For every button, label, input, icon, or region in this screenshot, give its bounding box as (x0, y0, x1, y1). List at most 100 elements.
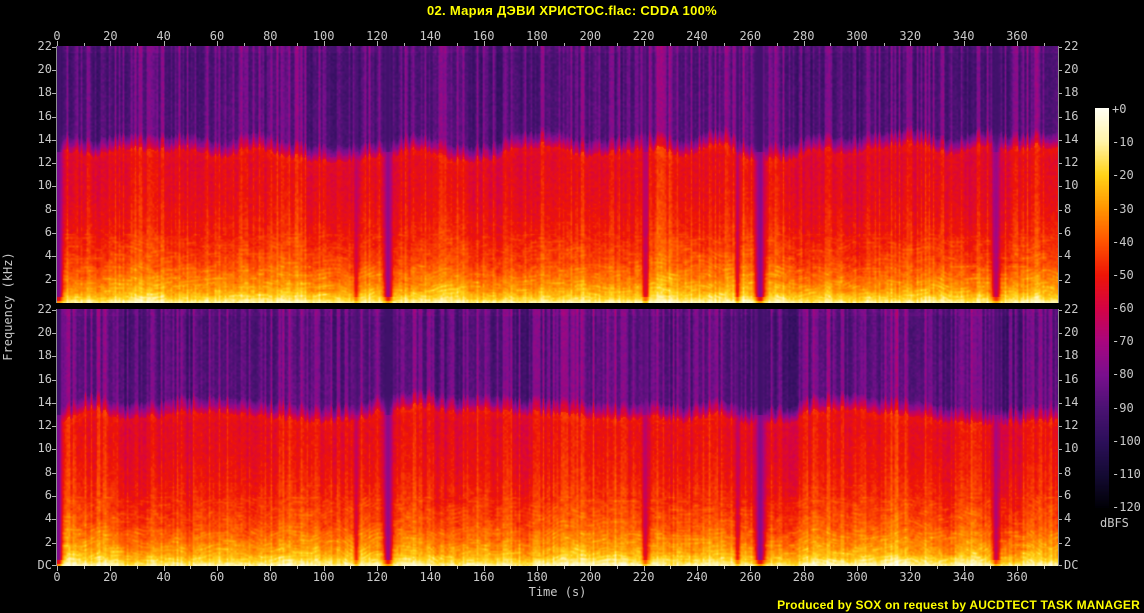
freq-tick-mark (52, 186, 56, 188)
time-tick-mark (696, 41, 698, 46)
freq-tick-mark (52, 309, 56, 311)
time-minor-tick-mark (136, 566, 138, 569)
freq-tick-mark (52, 379, 56, 381)
freq-tick-label: 8 (1064, 201, 1072, 216)
time-tick-label: 300 (846, 570, 868, 584)
freq-tick-mark (52, 426, 56, 428)
colorbar-tick-label: -120 (1112, 500, 1141, 514)
time-tick-label: 200 (579, 29, 602, 43)
freq-tick-label: 16 (1064, 371, 1079, 386)
time-minor-tick-mark (403, 43, 405, 46)
freq-tick-mark (1058, 379, 1062, 381)
time-minor-tick-mark (670, 43, 672, 46)
time-tick-mark (750, 566, 752, 571)
time-minor-tick-mark (1043, 566, 1045, 569)
time-tick-mark (696, 566, 698, 571)
freq-tick-label: 4 (1064, 511, 1072, 526)
freq-tick-label: 2 (44, 271, 52, 286)
time-tick-label: 20 (103, 570, 118, 584)
freq-tick-label: 6 (1064, 225, 1072, 240)
freq-tick-mark (1058, 233, 1062, 235)
freq-tick-mark (1058, 279, 1062, 281)
time-tick-mark (376, 566, 378, 571)
freq-tick-mark (52, 163, 56, 165)
time-minor-tick-mark (723, 566, 725, 569)
freq-tick-label: 2 (1064, 534, 1072, 549)
time-tick-label: 80 (263, 570, 278, 584)
time-tick-mark (110, 566, 112, 571)
freq-tick-label: 10 (37, 441, 52, 456)
time-minor-tick-mark (830, 566, 832, 569)
freq-tick-label: 6 (44, 488, 52, 503)
time-tick-mark (163, 41, 165, 46)
freq-tick-mark (52, 116, 56, 118)
freq-dc-label: DC (1064, 558, 1079, 572)
freq-tick-mark (52, 542, 56, 544)
time-tick-label: 360 (1006, 570, 1028, 584)
freq-tick-mark (1058, 565, 1062, 566)
freq-tick-label: 20 (37, 324, 52, 339)
freq-tick-label: 12 (1064, 418, 1079, 433)
time-minor-tick-mark (723, 43, 725, 46)
time-minor-tick-mark (510, 43, 512, 46)
freq-tick-mark (52, 449, 56, 451)
freq-tick-mark (1058, 116, 1062, 118)
time-tick-label: 60 (209, 570, 225, 584)
time-tick-mark (963, 41, 965, 46)
time-tick-mark (216, 41, 218, 46)
time-tick-mark (376, 41, 378, 46)
freq-tick-label: 8 (44, 201, 52, 216)
freq-tick-mark (1058, 449, 1062, 451)
colorbar-tick-label: -100 (1112, 433, 1141, 448)
page-title: 02. Мария ДЭВИ ХРИСТОС.flac: CDDA 100% (426, 3, 718, 18)
time-minor-tick-mark (296, 43, 298, 46)
freq-tick-mark (52, 209, 56, 211)
freq-tick-label: 8 (44, 464, 52, 479)
time-minor-tick-mark (456, 566, 458, 569)
time-tick-mark (536, 566, 538, 571)
time-minor-tick-mark (990, 566, 992, 569)
freq-tick-mark (1058, 519, 1062, 521)
spectrogram-channel-2 (57, 309, 1058, 566)
freq-tick-label: 22 (37, 301, 52, 316)
colorbar-tick-label: -80 (1112, 367, 1134, 382)
freq-tick-label: 18 (37, 348, 52, 363)
time-tick-mark (270, 41, 272, 46)
freq-tick-mark (1058, 209, 1062, 211)
time-tick-label: 100 (312, 29, 335, 43)
freq-tick-mark (1058, 93, 1062, 95)
freq-tick-mark (1058, 256, 1062, 258)
colorbar-tick-label: -50 (1112, 267, 1134, 282)
panel-edge-line (1058, 309, 1059, 566)
freq-tick-mark (1058, 426, 1062, 428)
freq-tick-mark (1058, 69, 1062, 71)
time-tick-mark (910, 41, 912, 46)
freq-tick-label: 10 (1064, 178, 1079, 193)
time-tick-label: 280 (792, 570, 815, 584)
time-tick-label: 220 (632, 570, 655, 584)
freq-tick-label: 22 (1064, 301, 1079, 316)
freq-tick-label: 12 (37, 155, 52, 170)
time-tick-mark (110, 41, 112, 46)
time-tick-mark (803, 566, 805, 571)
spectrogram-channel-1 (57, 46, 1058, 303)
colorbar-tick-label: -60 (1112, 301, 1134, 315)
time-tick-mark (750, 41, 752, 46)
time-minor-tick-mark (403, 566, 405, 569)
freq-tick-label: 14 (1064, 394, 1079, 409)
time-minor-tick-mark (563, 43, 565, 46)
time-minor-tick-mark (350, 566, 352, 569)
time-tick-label: 340 (952, 29, 975, 43)
panel-edge-line (56, 309, 57, 566)
time-tick-mark (216, 566, 218, 571)
time-tick-label: 260 (739, 570, 762, 584)
freq-tick-mark (52, 565, 56, 566)
time-minor-tick-mark (776, 566, 778, 569)
freq-tick-mark (1058, 402, 1062, 404)
time-minor-tick-mark (883, 43, 885, 46)
time-tick-mark (270, 566, 272, 571)
freq-tick-label: 10 (37, 178, 52, 193)
freq-tick-label: 12 (1064, 155, 1079, 170)
time-tick-label: 140 (419, 29, 442, 43)
time-tick-label: 160 (472, 29, 495, 43)
